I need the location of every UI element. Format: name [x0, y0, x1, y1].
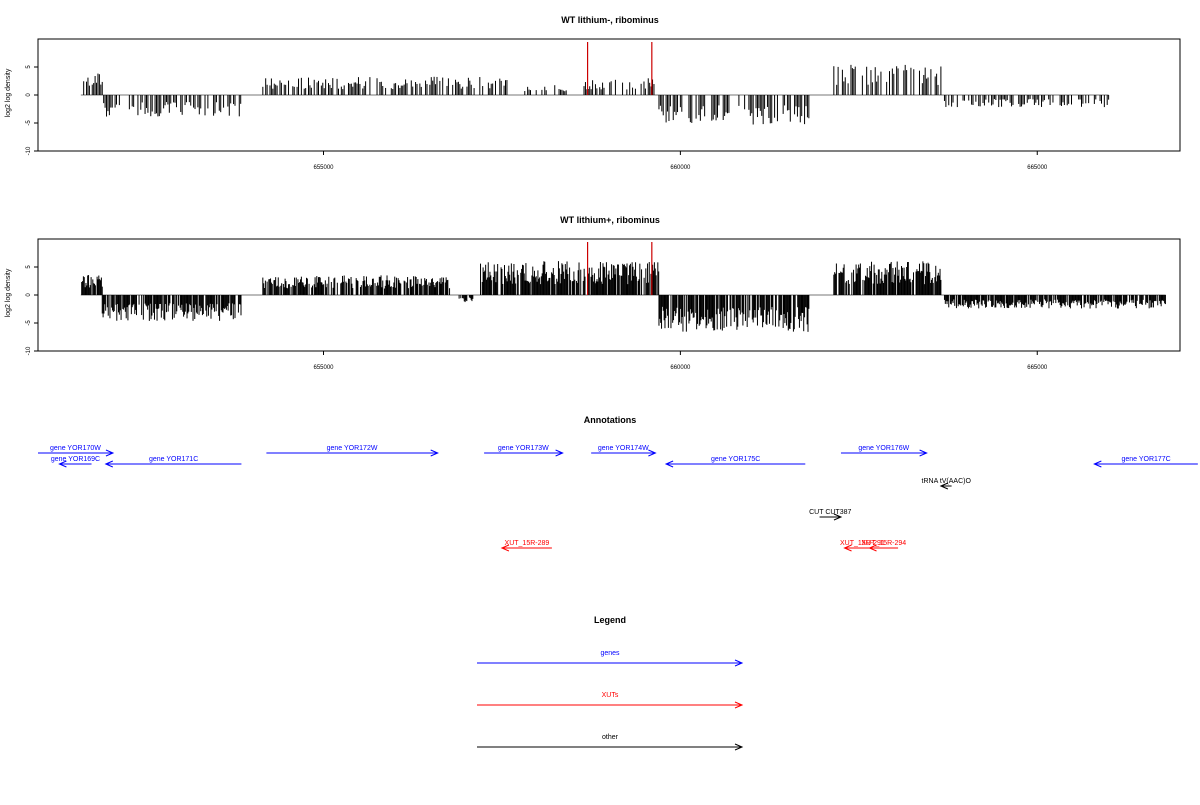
x-tick-label: 665000: [1027, 365, 1048, 371]
gene-feature: gene YOR170W: [38, 445, 115, 457]
arrowhead: [104, 460, 114, 468]
legend-label: other: [602, 734, 619, 741]
gene-label: gene YOR170W: [50, 445, 101, 452]
x-tick-label: 655000: [313, 365, 334, 371]
gene-feature: gene YOR174W: [591, 445, 657, 457]
x-tick-label: 660000: [670, 365, 691, 371]
arrowhead: [833, 513, 843, 521]
y-tick-label: -10: [26, 346, 32, 355]
arrowhead: [105, 449, 115, 457]
x-tick-label: 660000: [670, 165, 691, 171]
legend: Legend genes XUTs other: [477, 615, 744, 751]
y-tick-label: 0: [26, 293, 32, 297]
other-feature: tRNA tV(AAC)O: [922, 478, 972, 490]
gene-feature: gene YOR177C: [1093, 456, 1198, 468]
coverage-panel-lithium-minus: WT lithium-, ribominus log2 log density …: [5, 15, 1181, 171]
gene-label: gene YOR169C: [51, 456, 100, 463]
arrowhead: [664, 460, 674, 468]
gene-label: gene YOR177C: [1121, 456, 1170, 463]
xut-label: XUT_15R-291: [840, 540, 885, 547]
gene-label: gene YOR171C: [149, 456, 198, 463]
arrowhead: [555, 449, 564, 457]
arrowhead: [734, 701, 744, 709]
arrowhead: [1093, 460, 1102, 468]
gene-feature: gene YOR172W: [266, 445, 439, 457]
arrowhead: [734, 659, 744, 667]
gene-label: gene YOR176W: [858, 445, 909, 452]
legend-label: genes: [600, 650, 620, 657]
gene-label: gene YOR175C: [711, 456, 760, 463]
xut-feature: XUT_15R-294: [861, 540, 906, 552]
arrowhead: [939, 482, 949, 490]
arrowhead: [58, 460, 67, 468]
legend-item: genes: [477, 650, 744, 667]
y-tick-label: 5: [26, 265, 32, 269]
arrowhead: [868, 544, 877, 552]
x-tick-label: 665000: [1027, 165, 1048, 171]
arrowhead: [648, 449, 657, 457]
xut-label: XUT_15R-289: [505, 540, 550, 547]
gene-feature: gene YOR173W: [484, 445, 564, 457]
y-tick-label: -5: [26, 320, 32, 326]
legend-item: XUTs: [477, 692, 744, 709]
gene-label: gene YOR172W: [327, 445, 378, 452]
y-tick-label: 5: [26, 65, 32, 69]
arrowhead: [500, 544, 510, 552]
arrowhead: [430, 449, 439, 457]
y-tick-label: -5: [26, 120, 32, 126]
coverage-panel-lithium-plus: WT lithium+, ribominus log2 log density …: [5, 215, 1181, 371]
gene-feature: gene YOR175C: [664, 456, 806, 468]
annotation-track: Annotations gene YOR170W gene YOR169C gene…: [38, 415, 1198, 552]
gene-label: gene YOR174W: [598, 445, 649, 452]
y-tick-label: 0: [26, 93, 32, 97]
gene-feature: gene YOR176W: [840, 445, 928, 457]
arrowhead: [734, 743, 744, 751]
x-tick-label: 655000: [313, 165, 334, 171]
coverage-bars: [83, 64, 1110, 125]
arrowhead: [919, 449, 928, 457]
coverage-bars: [81, 261, 1166, 332]
y-axis-label: log2 log density: [5, 68, 12, 117]
annotations-title: Annotations: [584, 415, 637, 425]
gene-feature: gene YOR171C: [104, 456, 242, 468]
gene-feature: gene YOR169C: [51, 456, 100, 468]
other-feature: CUT CUT387: [809, 509, 851, 521]
gene-label: gene YOR173W: [498, 445, 549, 452]
xut-label: XUT_15R-294: [861, 540, 906, 547]
legend-title: Legend: [594, 615, 626, 625]
y-tick-label: -10: [26, 146, 32, 155]
arrowhead: [843, 544, 852, 552]
other-label: CUT CUT387: [809, 509, 851, 516]
panel-title: WT lithium-, ribominus: [561, 15, 659, 25]
legend-item: other: [477, 734, 744, 751]
y-axis-label: log2 log density: [5, 268, 12, 317]
other-label: tRNA tV(AAC)O: [922, 478, 972, 485]
legend-label: XUTs: [602, 692, 619, 699]
panel-title: WT lithium+, ribominus: [560, 215, 660, 225]
xut-feature: XUT_15R-289: [500, 540, 552, 552]
